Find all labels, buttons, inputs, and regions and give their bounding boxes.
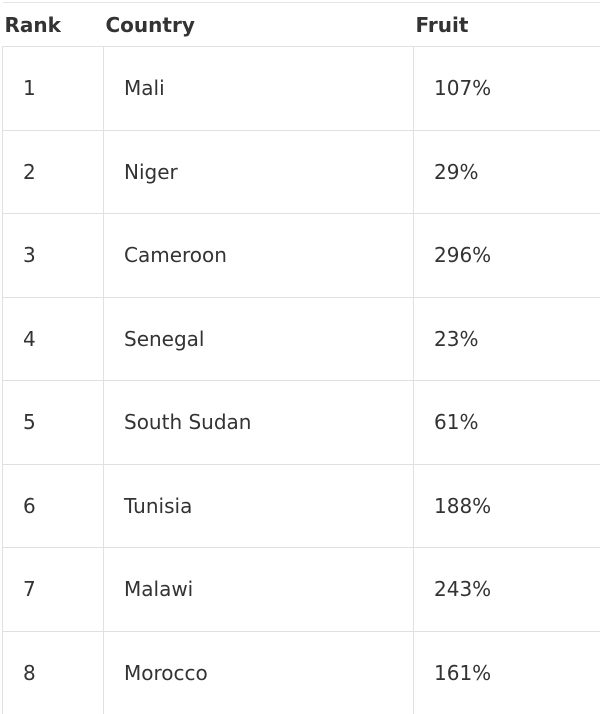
rank-cell: 5 [2,380,104,465]
country-cell: Cameroon [103,213,414,298]
country-cell: Morocco [103,630,414,714]
header-row: Rank Country Fruit [2,2,600,47]
table-row: 7 Malawi 243% [2,547,600,632]
table-row: 2 Niger 29% [2,129,600,214]
fruit-cell: 188% [413,463,600,548]
country-cell: Malawi [103,547,414,632]
country-cell: Niger [103,129,414,214]
rank-cell: 4 [2,296,104,381]
table-row: 1 Mali 107% [2,46,600,131]
rank-cell: 8 [2,630,104,714]
fruit-cell: 23% [413,296,600,381]
table-row: 8 Morocco 161% [2,630,600,714]
table-row: 6 Tunisia 188% [2,463,600,548]
table-row: 3 Cameroon 296% [2,213,600,298]
country-cell: Senegal [103,296,414,381]
fruit-cell: 161% [413,630,600,714]
rank-cell: 2 [2,129,104,214]
rank-cell: 7 [2,547,104,632]
header-country: Country [103,2,414,47]
fruit-cell: 61% [413,380,600,465]
header-fruit: Fruit [413,2,600,47]
header-rank: Rank [2,2,104,47]
fruit-cell: 296% [413,213,600,298]
fruit-cell: 107% [413,46,600,131]
rank-cell: 1 [2,46,104,131]
fruit-cell: 29% [413,129,600,214]
rank-cell: 6 [2,463,104,548]
country-cell: Mali [103,46,414,131]
table-row: 4 Senegal 23% [2,296,600,381]
rank-cell: 3 [2,213,104,298]
table-row: 5 South Sudan 61% [2,380,600,465]
country-cell: Tunisia [103,463,414,548]
fruit-cell: 243% [413,547,600,632]
country-cell: South Sudan [103,380,414,465]
